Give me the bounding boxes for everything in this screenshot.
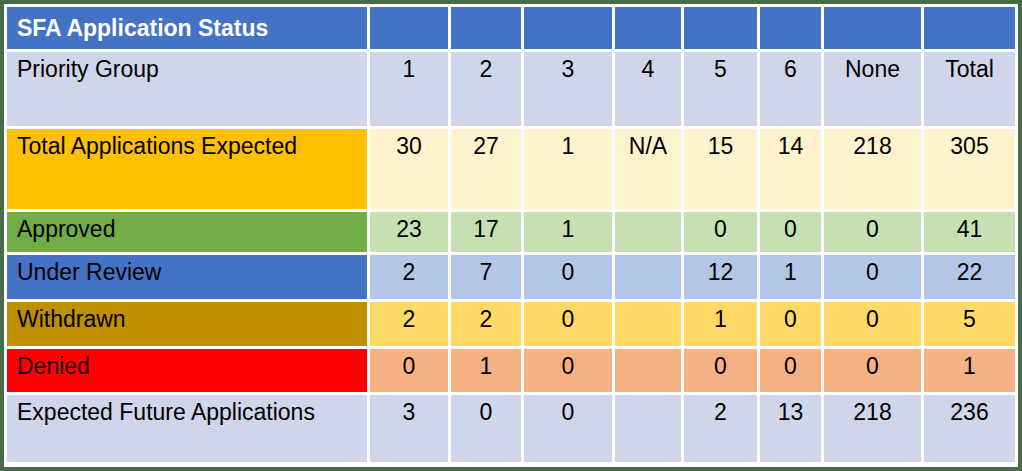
cell-denied-col6: 0 xyxy=(760,349,821,392)
header-filler-cell-4 xyxy=(684,7,757,49)
row-label-expected-future-applications: Expected Future Applications xyxy=(7,395,367,462)
cell-denied-col5: 0 xyxy=(684,349,757,392)
cell-total-applications-expected-col6: 14 xyxy=(760,129,821,209)
table-title: SFA Application Status xyxy=(7,7,367,49)
cell-total-applications-expected-col5: 15 xyxy=(684,129,757,209)
cell-expected-future-applications-col4 xyxy=(615,395,681,462)
row-label-approved: Approved xyxy=(7,212,367,252)
column-header-2: 2 xyxy=(451,52,521,126)
cell-denied-col4 xyxy=(615,349,681,392)
cell-under-review-col1: 2 xyxy=(370,255,448,299)
cell-total-applications-expected-col3: 1 xyxy=(524,129,612,209)
row-label-total-applications-expected: Total Applications Expected xyxy=(7,129,367,209)
table-row-denied: Denied0100001 xyxy=(7,349,1015,392)
cell-denied-col7: 0 xyxy=(824,349,921,392)
header-filler-cell-3 xyxy=(615,7,681,49)
cell-expected-future-applications-col5: 2 xyxy=(684,395,757,462)
cell-withdrawn-col1: 2 xyxy=(370,302,448,346)
cell-under-review-col6: 1 xyxy=(760,255,821,299)
table-header-row: SFA Application Status xyxy=(7,7,1015,49)
cell-approved-col1: 23 xyxy=(370,212,448,252)
cell-withdrawn-col4 xyxy=(615,302,681,346)
table-body: SFA Application StatusPriority Group1234… xyxy=(7,7,1015,462)
table-row-withdrawn: Withdrawn2201005 xyxy=(7,302,1015,346)
column-header-5: 5 xyxy=(684,52,757,126)
cell-under-review-col8: 22 xyxy=(924,255,1015,299)
table-row-under-review: Under Review270121022 xyxy=(7,255,1015,299)
cell-expected-future-applications-col8: 236 xyxy=(924,395,1015,462)
cell-approved-col3: 1 xyxy=(524,212,612,252)
cell-total-applications-expected-col2: 27 xyxy=(451,129,521,209)
cell-total-applications-expected-col8: 305 xyxy=(924,129,1015,209)
cell-withdrawn-col6: 0 xyxy=(760,302,821,346)
cell-denied-col1: 0 xyxy=(370,349,448,392)
cell-total-applications-expected-col1: 30 xyxy=(370,129,448,209)
cell-total-applications-expected-col7: 218 xyxy=(824,129,921,209)
cell-withdrawn-col5: 1 xyxy=(684,302,757,346)
column-header-3: 3 xyxy=(524,52,612,126)
cell-approved-col4 xyxy=(615,212,681,252)
sfa-application-status-table: SFA Application StatusPriority Group1234… xyxy=(4,4,1018,465)
cell-under-review-col5: 12 xyxy=(684,255,757,299)
column-header-none: None xyxy=(824,52,921,126)
cell-expected-future-applications-col1: 3 xyxy=(370,395,448,462)
header-filler-cell-1 xyxy=(451,7,521,49)
cell-expected-future-applications-col7: 218 xyxy=(824,395,921,462)
cell-under-review-col2: 7 xyxy=(451,255,521,299)
header-filler-cell-2 xyxy=(524,7,612,49)
cell-approved-col7: 0 xyxy=(824,212,921,252)
cell-expected-future-applications-col6: 13 xyxy=(760,395,821,462)
cell-expected-future-applications-col2: 0 xyxy=(451,395,521,462)
cell-withdrawn-col7: 0 xyxy=(824,302,921,346)
table-row-approved: Approved2317100041 xyxy=(7,212,1015,252)
column-header-6: 6 xyxy=(760,52,821,126)
cell-approved-col5: 0 xyxy=(684,212,757,252)
column-header-total: Total xyxy=(924,52,1015,126)
cell-denied-col3: 0 xyxy=(524,349,612,392)
slide-table-frame: SFA Application StatusPriority Group1234… xyxy=(0,0,1022,471)
header-filler-cell-6 xyxy=(824,7,921,49)
row-label-denied: Denied xyxy=(7,349,367,392)
cell-denied-col8: 1 xyxy=(924,349,1015,392)
cell-under-review-col7: 0 xyxy=(824,255,921,299)
cell-approved-col2: 17 xyxy=(451,212,521,252)
table-row-expected-future-applications: Expected Future Applications300213218236 xyxy=(7,395,1015,462)
row-label-under-review: Under Review xyxy=(7,255,367,299)
priority-group-label: Priority Group xyxy=(7,52,367,126)
header-filler-cell-5 xyxy=(760,7,821,49)
cell-expected-future-applications-col3: 0 xyxy=(524,395,612,462)
cell-withdrawn-col2: 2 xyxy=(451,302,521,346)
column-header-4: 4 xyxy=(615,52,681,126)
cell-denied-col2: 1 xyxy=(451,349,521,392)
cell-approved-col6: 0 xyxy=(760,212,821,252)
cell-withdrawn-col3: 0 xyxy=(524,302,612,346)
header-filler-cell-0 xyxy=(370,7,448,49)
cell-under-review-col3: 0 xyxy=(524,255,612,299)
cell-withdrawn-col8: 5 xyxy=(924,302,1015,346)
table-row-total-applications-expected: Total Applications Expected30271N/A15142… xyxy=(7,129,1015,209)
column-header-1: 1 xyxy=(370,52,448,126)
cell-total-applications-expected-col4: N/A xyxy=(615,129,681,209)
cell-approved-col8: 41 xyxy=(924,212,1015,252)
cell-under-review-col4 xyxy=(615,255,681,299)
priority-group-row: Priority Group123456NoneTotal xyxy=(7,52,1015,126)
row-label-withdrawn: Withdrawn xyxy=(7,302,367,346)
header-filler-cell-7 xyxy=(924,7,1015,49)
